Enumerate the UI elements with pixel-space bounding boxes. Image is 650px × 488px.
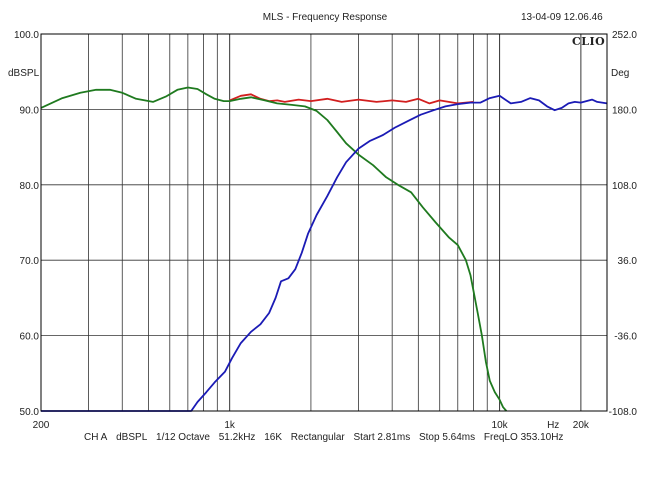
smoothing-label: 1/12 Octave	[156, 432, 210, 443]
plot-frame	[40, 33, 608, 412]
x-tick-label: 200	[33, 420, 50, 431]
y-tick-label: 90.0	[20, 105, 40, 116]
size-label: 16K	[264, 432, 283, 443]
series-line-green	[40, 86, 508, 412]
series-line-red	[229, 93, 474, 105]
y-axis-label: dBSPL	[8, 68, 40, 79]
y-tick-label: 50.0	[20, 407, 40, 418]
y-tick-label: 70.0	[20, 256, 40, 267]
y2-tick-label: 36.0	[618, 256, 638, 267]
x-tick-label: 10k	[492, 420, 509, 431]
curves	[40, 86, 608, 412]
y2-tick-label: -36.0	[614, 332, 637, 343]
stop-label: Stop 5.64ms	[418, 432, 476, 443]
y-tick-label: 80.0	[20, 181, 40, 192]
grid	[41, 34, 607, 411]
series-line-blue	[41, 94, 608, 412]
chart-title: MLS - Frequency Response	[262, 12, 388, 23]
clio-logo: CLIO	[572, 35, 606, 48]
measurement-info: CH A dBSPL 1/12 Octave 51.2kHz 16K Recta…	[84, 432, 569, 443]
x-tick-label: 20k	[573, 420, 590, 431]
timestamp: 13-04-09 12.06.46	[521, 12, 603, 23]
unit-label: dBSPL	[116, 432, 148, 443]
window-label: Rectangular	[290, 432, 345, 443]
y2-axis-label: Deg	[611, 68, 630, 79]
y-tick-label: 100.0	[14, 30, 39, 41]
y2-tick-label: -108.0	[609, 407, 638, 418]
freqlo-label: FreqLO 353.10Hz	[483, 432, 564, 443]
tick-labels: 200 1k 10k Hz 20k 50.0 60.0 70.0 80.0 90.0 100.0 -1…	[14, 30, 637, 431]
y2-tick-label: 108.0	[612, 181, 637, 192]
channel-label: CH A	[84, 432, 108, 443]
sample-rate-label: 51.2kHz	[218, 432, 256, 443]
y2-tick-label: 180.0	[612, 105, 637, 116]
x-tick-label: 1k	[224, 420, 236, 431]
x-tick-label: Hz	[547, 420, 559, 431]
y-tick-label: 60.0	[20, 332, 40, 343]
start-label: Start 2.81ms	[353, 432, 411, 443]
y2-tick-label: 252.0	[612, 30, 637, 41]
